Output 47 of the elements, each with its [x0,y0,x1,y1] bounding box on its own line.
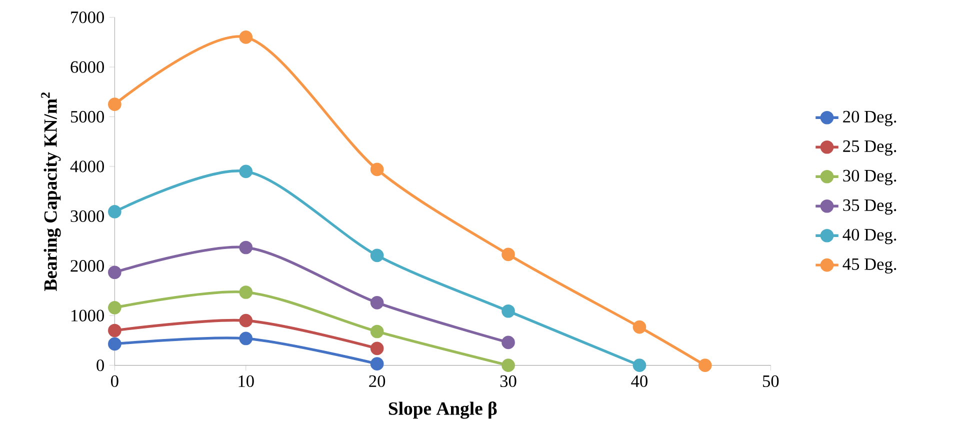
point [370,248,384,262]
point [502,304,515,318]
point [239,332,253,346]
point [108,98,122,111]
y-tick-label: 5000 [70,110,104,123]
legend-label: 45 Deg. [842,258,896,274]
point [370,296,384,310]
x-tick-label: 50 [763,375,779,388]
legend-label: 40 Deg. [842,228,896,244]
point [239,240,253,254]
point [632,320,646,334]
point [502,248,515,262]
x-tick-label: 30 [500,375,516,388]
legend-label: 20 Deg. [843,110,896,126]
y-axis-title: Bearing Capacity KN/m$^{2}$ [41,92,61,292]
y-tick-label: 7000 [71,11,104,24]
x-tick-label: 20 [369,375,386,388]
point [698,358,712,372]
point [370,324,384,338]
legend-label: 35 Deg. [843,199,896,215]
point [108,266,122,280]
y-tick-label: 2000 [70,260,104,272]
point [632,358,646,372]
point [370,162,384,176]
x-tick-label: 10 [238,375,254,388]
x-tick-label: 0 [111,375,118,388]
point [239,164,253,178]
point [108,324,122,338]
point [370,342,384,356]
point [502,336,515,350]
point [239,286,253,299]
legend-label: 25 Deg. [843,140,896,156]
y-tick-label: 4000 [70,160,104,172]
point [502,358,515,372]
y-tick-label: 1000 [71,310,104,322]
point [108,337,122,351]
point [370,357,384,370]
y-tick-label: 3000 [70,210,104,222]
y-tick-label: 0 [96,359,104,372]
point [239,314,253,328]
x-tick-label: 40 [631,375,648,388]
point [239,30,253,44]
legend-label: 30 Deg. [843,170,896,186]
point [108,300,122,314]
x-axis-title: Slope Angle β [388,402,497,419]
y-tick-label: 6000 [70,61,104,73]
point [108,205,122,218]
